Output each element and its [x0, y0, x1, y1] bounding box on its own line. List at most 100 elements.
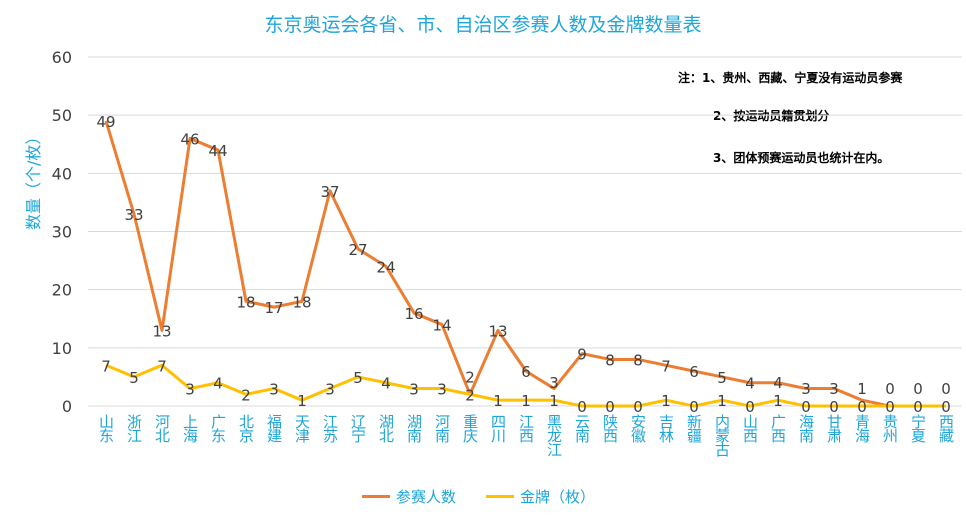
data-label-gold: 0	[605, 398, 615, 416]
legend-item-gold: 金牌（枚）	[486, 486, 595, 507]
data-label-gold: 1	[521, 392, 531, 410]
y-tick-label: 50	[52, 106, 72, 125]
data-label-gold: 0	[941, 398, 951, 416]
data-label-participants: 16	[404, 305, 423, 323]
data-label-participants: 44	[208, 142, 227, 160]
data-label-participants: 33	[124, 206, 143, 224]
data-label-gold: 1	[549, 392, 559, 410]
data-label-participants: 8	[605, 351, 615, 369]
data-label-gold: 3	[325, 381, 335, 399]
x-tick-label: 河南	[433, 414, 451, 443]
data-label-participants: 13	[152, 322, 171, 340]
y-tick-label: 40	[52, 164, 72, 183]
data-label-gold: 4	[381, 375, 391, 393]
series-line-0	[104, 120, 946, 408]
legend-label: 参赛人数	[396, 488, 457, 506]
legend-label: 金牌（枚）	[520, 488, 596, 506]
data-label-participants: 27	[348, 241, 367, 259]
x-tick-label: 西藏	[937, 414, 955, 444]
x-tick-label: 宁夏	[909, 414, 927, 443]
x-tick-label: 江苏	[321, 414, 339, 444]
note-3: 3、团体预赛运动员也统计在内。	[713, 151, 890, 165]
data-label-participants: 1	[857, 380, 867, 398]
data-label-participants: 2	[465, 368, 475, 386]
x-tick-label: 四川	[489, 414, 507, 443]
data-label-gold: 0	[689, 398, 699, 416]
data-label-participants: 24	[376, 258, 395, 276]
legend-swatch	[362, 495, 390, 498]
x-tick-label: 河北	[153, 414, 171, 443]
x-tick-label: 山西	[741, 414, 759, 443]
x-tick-label: 贵州	[881, 414, 899, 443]
x-tick-label: 青海	[853, 414, 871, 443]
note-1: 注：1、贵州、西藏、宁夏没有运动员参赛	[678, 71, 903, 85]
x-tick-label: 吉林	[657, 414, 675, 443]
data-label-participants: 5	[717, 369, 727, 387]
x-tick-label: 天津	[293, 414, 311, 443]
legend-swatch	[486, 495, 515, 498]
chart-title: 东京奥运会各省、市、自治区参赛人数及金牌数量表	[264, 14, 702, 36]
data-label-participants: 4	[773, 374, 783, 392]
data-label-participants: 49	[96, 113, 115, 131]
x-tick-label: 广东	[209, 414, 227, 443]
y-tick-label: 60	[52, 48, 72, 67]
data-label-participants: 46	[180, 130, 199, 148]
x-tick-label: 湖南	[405, 414, 423, 443]
x-tick-label: 江西	[517, 414, 535, 443]
y-tick-label: 20	[52, 281, 72, 300]
data-label-gold: 7	[101, 357, 111, 375]
data-label-gold: 0	[885, 398, 895, 416]
x-tick-label: 安徽	[629, 414, 647, 443]
x-tick-label: 山东	[97, 414, 115, 443]
legend: 参赛人数 金牌（枚）	[362, 486, 595, 507]
data-label-gold: 2	[465, 386, 475, 404]
data-label-participants: 9	[577, 346, 587, 364]
x-tick-label: 辽宁	[349, 414, 367, 443]
data-label-participants: 3	[829, 380, 839, 398]
data-label-gold: 0	[829, 398, 839, 416]
data-label-gold: 4	[213, 375, 223, 393]
y-tick-label: 30	[52, 223, 72, 242]
data-label-gold: 2	[241, 386, 251, 404]
x-tick-label: 内蒙古	[713, 414, 731, 457]
data-label-gold: 0	[801, 398, 811, 416]
x-tick-label: 海南	[797, 414, 815, 443]
x-tick-label: 浙江	[125, 414, 143, 443]
data-label-gold: 0	[913, 398, 923, 416]
x-tick-label: 上海	[181, 414, 199, 443]
x-tick-label: 陕西	[601, 414, 619, 443]
data-label-gold: 0	[577, 398, 587, 416]
x-tick-label: 广西	[769, 414, 787, 443]
data-label-participants: 37	[320, 183, 339, 201]
data-label-gold: 1	[717, 392, 727, 410]
data-label-participants: 0	[941, 380, 951, 398]
data-label-gold: 3	[437, 381, 447, 399]
data-label-participants: 13	[488, 322, 507, 340]
legend-item-participants: 参赛人数	[362, 486, 456, 507]
x-tick-label: 北京	[237, 414, 255, 444]
data-label-participants: 3	[801, 380, 811, 398]
data-label-participants: 6	[521, 363, 531, 381]
data-label-participants: 0	[885, 380, 895, 398]
data-label-gold: 0	[745, 398, 755, 416]
x-tick-label: 福建	[265, 414, 283, 443]
data-label-participants: 0	[913, 380, 923, 398]
y-tick-label: 10	[52, 339, 72, 358]
x-tick-label: 重庆	[461, 414, 479, 443]
data-label-gold: 5	[129, 369, 139, 387]
data-label-gold: 3	[269, 381, 279, 399]
data-label-participants: 4	[745, 375, 755, 393]
x-tick-label: 湖北	[377, 414, 395, 443]
data-label-participants: 8	[633, 351, 643, 369]
data-label-gold: 1	[773, 392, 783, 410]
data-label-participants: 7	[661, 357, 671, 375]
data-label-gold: 3	[185, 381, 195, 399]
data-label-participants: 18	[292, 293, 311, 311]
data-label-participants: 3	[549, 374, 559, 392]
data-label-gold: 5	[353, 369, 363, 387]
data-label-participants: 18	[236, 293, 255, 311]
data-label-gold: 1	[661, 392, 671, 410]
x-tick-label: 甘肃	[825, 414, 843, 443]
